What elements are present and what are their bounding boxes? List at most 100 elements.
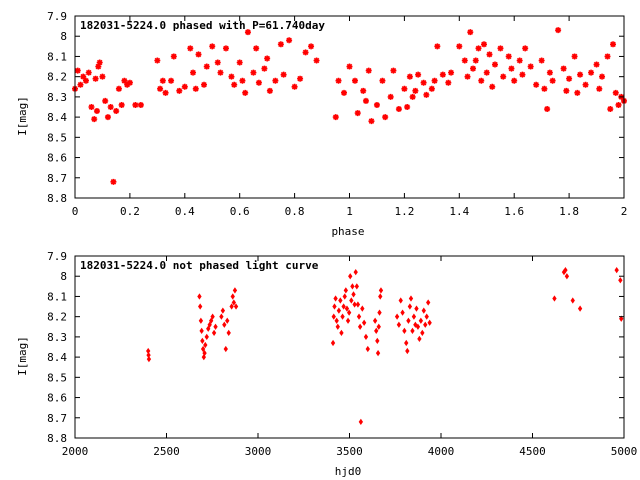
unphased-data-point xyxy=(332,303,337,310)
unphased-data-point xyxy=(394,313,400,320)
unphased-data-point xyxy=(396,321,402,328)
phased-data-point xyxy=(566,75,573,82)
phased-data-point xyxy=(445,79,452,86)
unphased-data-point xyxy=(233,303,239,310)
phased-data-point xyxy=(214,59,221,66)
phased-data-point xyxy=(217,69,224,76)
unphased-data-point xyxy=(355,301,361,308)
phased-data-point xyxy=(110,178,117,185)
unphased-data-point xyxy=(398,297,403,304)
unphased-data-point xyxy=(377,309,382,316)
unphased-data-point xyxy=(336,307,342,314)
phased-data-point xyxy=(415,71,422,78)
phased-data-point xyxy=(401,85,408,92)
phased-data-point xyxy=(308,43,315,50)
phased-data-point xyxy=(121,77,128,84)
phased-data-point xyxy=(181,83,188,90)
unphased-data-point xyxy=(334,317,339,324)
phased-data-point xyxy=(102,97,109,104)
unphased-data-point xyxy=(424,313,429,320)
phased-data-point xyxy=(190,69,197,76)
unphased-data-point xyxy=(350,283,355,290)
phased-data-point xyxy=(115,85,122,92)
unphased-data-point xyxy=(410,327,415,334)
unphased-data-point xyxy=(417,335,422,343)
unphased-data-point xyxy=(197,293,202,300)
unphased-data-point xyxy=(343,287,349,294)
phased-data-point xyxy=(461,57,468,64)
phased-data-point xyxy=(387,93,394,100)
unphased-data-point xyxy=(353,269,358,276)
phased-data-point xyxy=(244,29,251,36)
phased-data-point xyxy=(610,41,617,48)
phased-data-point xyxy=(222,45,229,52)
phased-data-point xyxy=(505,53,512,60)
phased-data-point xyxy=(508,65,515,72)
phased-x-axis-label: phase xyxy=(331,225,364,238)
unphased-x-tick-label: 2000 xyxy=(62,445,89,458)
phased-data-point xyxy=(107,104,114,110)
unphased-data-point xyxy=(335,323,340,330)
phased-data-point xyxy=(201,81,208,88)
phased-data-point xyxy=(88,104,95,110)
phased-data-point xyxy=(85,69,92,76)
phased-data-point xyxy=(80,73,87,80)
phased-x-tick-label: 0 xyxy=(72,205,79,218)
unphased-x-tick-label: 2500 xyxy=(153,445,180,458)
unphased-data-point xyxy=(222,321,227,328)
phased-data-point xyxy=(390,67,397,74)
phased-x-tick-label: 1 xyxy=(346,205,353,218)
unphased-data-point xyxy=(200,337,205,345)
unphased-data-point xyxy=(207,321,212,328)
unphased-chart-title: 182031-5224.0 not phased light curve xyxy=(80,259,319,272)
phased-data-point xyxy=(541,85,548,92)
phased-data-point xyxy=(253,45,260,52)
phased-data-point xyxy=(563,87,570,94)
phased-y-tick-label: 8.3 xyxy=(47,91,67,104)
phased-data-point xyxy=(489,83,496,90)
phased-data-point xyxy=(255,79,262,86)
phased-data-point xyxy=(264,55,271,62)
phased-data-point xyxy=(132,101,139,108)
phased-data-point xyxy=(92,75,99,82)
unphased-data-point xyxy=(342,293,347,300)
phased-data-point xyxy=(93,108,100,115)
phased-chart-title: 182031-5224.0 phased with P=61.740day xyxy=(80,19,325,32)
phased-data-point xyxy=(95,63,102,70)
phased-data-point xyxy=(577,71,584,78)
unphased-data-point xyxy=(213,323,218,330)
unphased-data-point xyxy=(200,345,206,353)
phased-data-point xyxy=(99,73,106,80)
phased-data-point xyxy=(118,101,125,108)
unphased-data-point xyxy=(406,317,411,324)
phased-data-point xyxy=(351,77,358,84)
phased-y-tick-label: 8.2 xyxy=(47,71,67,84)
phased-data-point xyxy=(491,61,498,68)
phased-data-point xyxy=(582,81,589,88)
unphased-data-point xyxy=(356,313,362,320)
phased-data-point xyxy=(464,73,471,80)
unphased-y-tick-label: 8.3 xyxy=(47,331,67,344)
unphased-y-tick-label: 8.4 xyxy=(47,351,67,364)
unphased-data-point xyxy=(361,319,367,326)
phased-data-point xyxy=(431,77,438,84)
unphased-y-tick-label: 8.2 xyxy=(47,311,67,324)
phased-data-point xyxy=(404,104,411,110)
phased-data-point xyxy=(168,77,175,84)
phased-data-point xyxy=(546,69,553,76)
phased-data-point xyxy=(277,41,284,48)
unphased-y-tick-label: 7.9 xyxy=(47,250,67,263)
phased-data-point xyxy=(544,106,551,113)
phased-data-point xyxy=(104,114,111,121)
phased-data-point xyxy=(126,79,133,86)
phased-data-point xyxy=(360,87,367,94)
phased-data-point xyxy=(203,63,210,70)
unphased-x-tick-label: 4000 xyxy=(428,445,455,458)
phased-data-point xyxy=(612,89,619,96)
phased-data-point xyxy=(448,69,455,76)
unphased-data-point xyxy=(414,305,419,312)
phased-x-tick-label: 1.2 xyxy=(394,205,414,218)
unphased-data-point xyxy=(331,313,336,320)
phased-data-point xyxy=(291,83,298,90)
unphased-data-point xyxy=(202,349,207,357)
